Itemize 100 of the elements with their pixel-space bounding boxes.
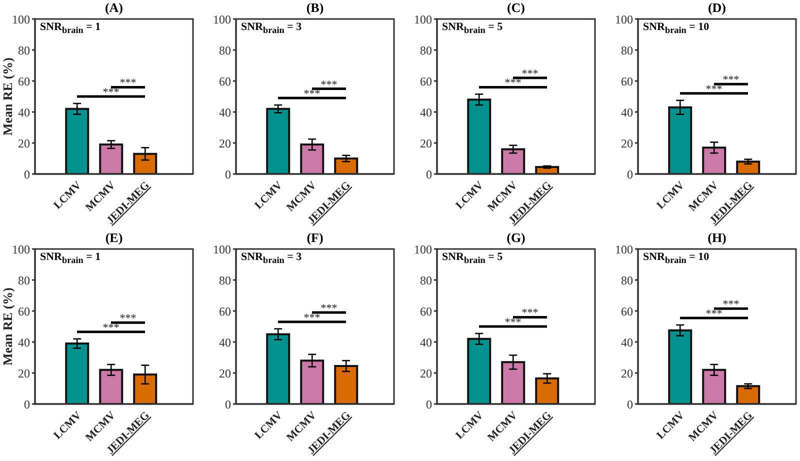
bar xyxy=(266,333,290,404)
bar xyxy=(702,146,726,174)
bar xyxy=(702,368,726,404)
bar xyxy=(736,385,760,404)
chart-subtitle: SNR$_{brain}$ = 1 xyxy=(40,21,101,36)
y-tick-label: 40 xyxy=(219,335,231,350)
y-axis-title: Mean RE (%) xyxy=(0,288,15,366)
significance-bracket: *** xyxy=(77,86,145,98)
chart-subtitle: SNR$_{brain}$ = 10 xyxy=(643,21,710,36)
significance-bracket: *** xyxy=(479,316,547,328)
significance-bracket: *** xyxy=(111,77,145,90)
y-tick-label: 0 xyxy=(627,397,633,412)
annotation: *** xyxy=(522,68,538,80)
significance-bracket: *** xyxy=(77,322,145,334)
bar xyxy=(467,98,492,174)
y-tick-label: 100 xyxy=(615,242,633,256)
bar xyxy=(535,166,560,174)
y-tick-label: 0 xyxy=(426,167,432,182)
y-tick-label: 0 xyxy=(24,167,30,182)
y-tick-label: 100 xyxy=(12,12,30,26)
bar xyxy=(736,160,760,174)
y-tick-label: 80 xyxy=(219,43,231,58)
y-tick-label: 20 xyxy=(621,366,633,380)
chart-title: (B) xyxy=(305,0,325,16)
bar xyxy=(501,361,526,404)
chart-subtitle: SNR$_{brain}$ = 1 xyxy=(40,251,101,266)
y-tick-label: 100 xyxy=(414,242,432,256)
y-tick-label: 20 xyxy=(621,136,633,150)
y-tick-label: 60 xyxy=(621,304,633,318)
bar xyxy=(99,144,124,174)
bar xyxy=(266,108,290,174)
significance-bracket: *** xyxy=(513,307,547,320)
significance-bracket: *** xyxy=(479,77,547,90)
annotation: *** xyxy=(304,88,320,100)
chart-subtitle: SNR$_{brain}$ = 3 xyxy=(241,21,302,36)
y-tick-label: 0 xyxy=(225,397,231,412)
y-tick-label: 100 xyxy=(213,12,231,26)
chart-title: (D) xyxy=(706,0,728,16)
annotation: *** xyxy=(504,77,522,90)
y-tick-label: 80 xyxy=(18,273,30,288)
y-tick-label: 80 xyxy=(621,273,633,288)
y-tick-label: 40 xyxy=(18,335,30,350)
bar xyxy=(300,360,324,404)
y-tick-label: 100 xyxy=(414,12,432,26)
y-tick-label: 60 xyxy=(420,74,432,88)
bar xyxy=(668,106,692,174)
chart-subtitle: SNR$_{brain}$ = 5 xyxy=(442,251,503,266)
bar xyxy=(334,365,358,404)
significance-bracket: *** xyxy=(680,308,748,320)
bar xyxy=(133,374,158,404)
y-tick-label: 40 xyxy=(420,105,432,120)
chart-title: (C) xyxy=(506,0,526,16)
y-tick-label: 80 xyxy=(420,43,432,58)
y-tick-label: 60 xyxy=(420,304,432,318)
chart-title: (H) xyxy=(706,230,728,246)
y-tick-label: 100 xyxy=(12,242,30,256)
y-tick-label: 60 xyxy=(219,74,231,88)
chart-title: (F) xyxy=(306,230,324,246)
annotation: *** xyxy=(102,86,120,98)
y-tick-label: 0 xyxy=(426,397,432,412)
y-tick-label: 0 xyxy=(627,167,633,182)
bar xyxy=(300,144,324,174)
y-tick-label: 20 xyxy=(219,136,231,150)
y-tick-label: 20 xyxy=(219,366,231,380)
annotation: *** xyxy=(320,78,338,91)
annotation: *** xyxy=(504,316,522,328)
y-tick-label: 40 xyxy=(18,105,30,120)
y-tick-label: 100 xyxy=(213,242,231,256)
y-tick-label: 40 xyxy=(621,335,633,350)
significance-bracket: *** xyxy=(312,78,346,91)
y-tick-label: 20 xyxy=(18,136,30,150)
chart-subtitle: SNR$_{brain}$ = 3 xyxy=(241,251,302,266)
significance-bracket: *** xyxy=(278,312,346,324)
chart-subtitle: SNR$_{brain}$ = 10 xyxy=(643,251,710,266)
y-tick-label: 60 xyxy=(18,304,30,318)
significance-bracket: *** xyxy=(680,83,748,96)
y-tick-label: 20 xyxy=(420,136,432,150)
y-tick-label: 40 xyxy=(621,105,633,120)
y-tick-label: 40 xyxy=(219,105,231,120)
y-tick-label: 60 xyxy=(18,74,30,88)
bar xyxy=(334,158,358,174)
y-tick-label: 20 xyxy=(18,366,30,380)
chart-title: (E) xyxy=(104,230,124,246)
y-tick-label: 100 xyxy=(615,12,633,26)
y-tick-label: 60 xyxy=(219,304,231,318)
bar xyxy=(467,338,492,404)
bar xyxy=(99,368,124,404)
bar xyxy=(535,377,560,404)
chart-subtitle: SNR$_{brain}$ = 5 xyxy=(442,21,503,36)
y-tick-label: 20 xyxy=(420,366,432,380)
y-tick-label: 80 xyxy=(420,273,432,288)
bar xyxy=(668,329,692,404)
y-axis-title: Mean RE (%) xyxy=(0,58,15,136)
y-tick-label: 0 xyxy=(225,167,231,182)
bar xyxy=(65,108,90,174)
bar xyxy=(133,152,158,174)
y-tick-label: 80 xyxy=(18,43,30,58)
y-tick-label: 80 xyxy=(621,43,633,58)
y-tick-label: 40 xyxy=(420,335,432,350)
bar xyxy=(501,148,526,174)
